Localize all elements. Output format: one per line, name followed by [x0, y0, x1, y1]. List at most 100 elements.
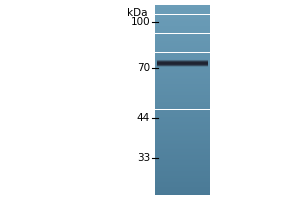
Bar [155, 62, 210, 64]
Bar [155, 105, 210, 106]
Text: 44: 44 [137, 113, 150, 123]
Bar [155, 15, 210, 16]
Bar [155, 135, 210, 136]
Bar [155, 190, 210, 192]
Bar [155, 171, 210, 173]
Bar [155, 151, 210, 152]
Bar [155, 155, 210, 157]
Bar [155, 144, 210, 146]
Bar [155, 141, 210, 143]
Bar [155, 110, 210, 111]
Bar [155, 87, 210, 89]
Bar [155, 140, 210, 141]
Bar [155, 27, 210, 29]
Bar [155, 90, 210, 92]
Bar [155, 116, 210, 117]
Bar [155, 59, 210, 60]
Bar [155, 26, 210, 27]
Bar [155, 173, 210, 174]
Bar [155, 78, 210, 79]
Text: kDa: kDa [128, 8, 148, 18]
Bar [155, 29, 210, 30]
Bar [155, 54, 210, 56]
Bar [155, 102, 210, 103]
Bar [155, 72, 210, 73]
Bar [155, 22, 210, 24]
Bar [155, 179, 210, 181]
Bar [155, 159, 210, 160]
Bar [155, 65, 210, 67]
Bar [155, 79, 210, 81]
Bar [155, 57, 210, 59]
Bar [155, 130, 210, 132]
Bar [155, 75, 210, 76]
Bar [155, 95, 210, 97]
Bar [155, 46, 210, 48]
Bar [155, 108, 210, 109]
Bar [155, 187, 210, 189]
Bar [155, 49, 210, 51]
Bar [155, 163, 210, 165]
Bar [155, 67, 210, 68]
Bar [155, 166, 210, 168]
Bar [155, 178, 210, 179]
Bar [155, 11, 210, 13]
Bar [155, 100, 210, 102]
Bar [155, 182, 210, 184]
Bar [155, 138, 210, 140]
Bar [155, 40, 210, 41]
Bar [155, 35, 210, 37]
Bar [155, 113, 210, 114]
Bar [155, 189, 210, 190]
Bar [155, 149, 210, 151]
Bar [155, 162, 210, 163]
Bar [155, 119, 210, 121]
Bar [155, 84, 210, 86]
Bar [155, 106, 210, 108]
Bar [155, 83, 210, 84]
Bar [155, 86, 210, 87]
Bar [155, 92, 210, 94]
Bar [155, 121, 210, 122]
Bar [155, 10, 210, 11]
Bar [155, 30, 210, 32]
Bar [155, 133, 210, 135]
Bar [155, 16, 210, 18]
Bar [155, 103, 210, 105]
Bar [155, 5, 210, 7]
Bar [155, 98, 210, 100]
Bar [155, 38, 210, 40]
Bar [155, 8, 210, 10]
Bar [155, 152, 210, 154]
Bar [155, 24, 210, 26]
Bar [155, 94, 210, 95]
Text: 33: 33 [137, 153, 150, 163]
Bar [155, 111, 210, 113]
Bar [155, 18, 210, 19]
Bar [155, 60, 210, 62]
Bar [155, 143, 210, 144]
Bar [155, 181, 210, 182]
Bar [155, 48, 210, 49]
Bar [155, 45, 210, 46]
Bar [155, 129, 210, 130]
Bar [155, 97, 210, 98]
Bar [155, 43, 210, 45]
Bar [155, 41, 210, 43]
Bar [155, 122, 210, 124]
Bar [155, 154, 210, 155]
Bar [155, 81, 210, 83]
Bar [155, 21, 210, 22]
Bar [155, 68, 210, 70]
Bar [155, 89, 210, 90]
Bar [155, 136, 210, 138]
Bar [155, 52, 210, 54]
Text: 70: 70 [137, 63, 150, 73]
Bar [155, 165, 210, 166]
Bar [155, 186, 210, 187]
Bar [155, 56, 210, 57]
Bar [155, 193, 210, 195]
Bar [155, 160, 210, 162]
Bar [155, 146, 210, 148]
Bar [155, 184, 210, 186]
